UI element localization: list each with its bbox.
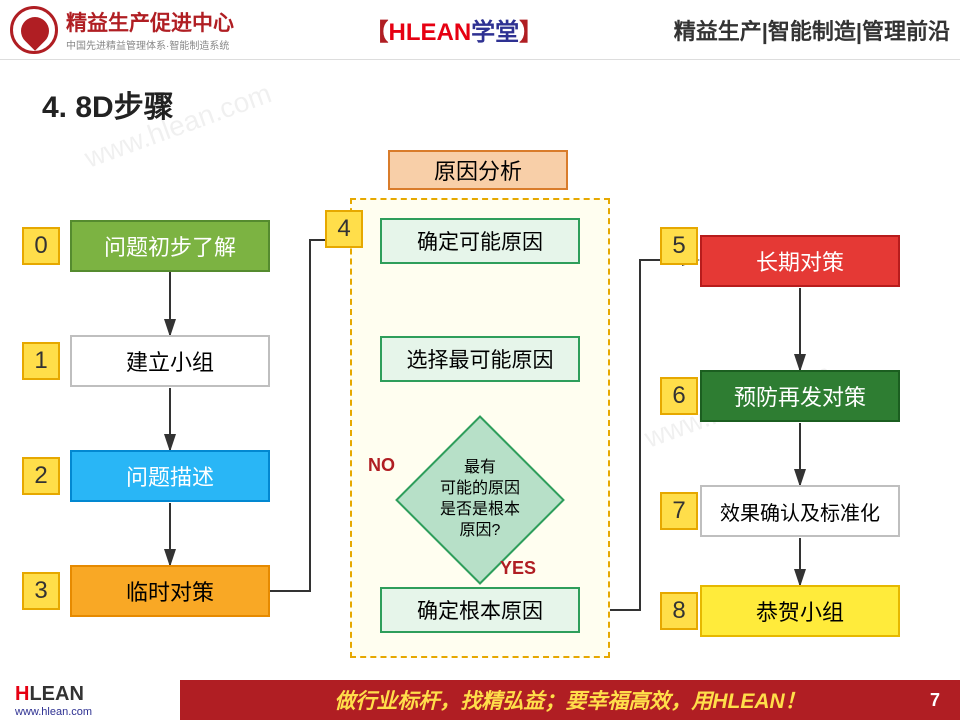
analysis-title: 原因分析	[388, 150, 568, 190]
flowchart: www.hlean.com www.hlean.com 0 问题初步了解 1 建…	[0, 140, 960, 670]
header: 精益生产促进中心 中国先进精益管理体系·智能制造系统 【HLEAN学堂】 精益生…	[0, 0, 960, 60]
header-center: 【HLEAN学堂】	[234, 12, 674, 47]
footer-logo-h: H	[15, 683, 29, 705]
logo-icon	[10, 6, 58, 54]
num-8: 8	[660, 592, 698, 630]
num-5: 5	[660, 227, 698, 265]
num-0: 0	[22, 227, 60, 265]
bracket-right: 】	[519, 19, 543, 46]
logo-text: 精益生产促进中心 中国先进精益管理体系·智能制造系统	[66, 7, 234, 52]
step-2: 问题描述	[70, 450, 270, 502]
header-right: 精益生产|智能制造|管理前沿	[674, 14, 950, 46]
step-6: 预防再发对策	[700, 370, 900, 422]
step-8: 恭贺小组	[700, 585, 900, 637]
num-6: 6	[660, 377, 698, 415]
xuetang-text: 学堂	[471, 19, 519, 46]
step-1: 建立小组	[70, 335, 270, 387]
step-4d: 确定根本原因	[380, 587, 580, 633]
num-7: 7	[660, 492, 698, 530]
step-7: 效果确认及标准化	[700, 485, 900, 537]
slide-title: 4. 8D步骤	[0, 60, 960, 126]
logo-title: 精益生产促进中心	[66, 7, 234, 37]
num-2: 2	[22, 457, 60, 495]
diamond-text: 最有可能的原因是否是根本原因?	[410, 440, 550, 560]
num-3: 3	[22, 572, 60, 610]
footer-logo: HLEAN	[15, 683, 180, 706]
page-number: 7	[930, 690, 940, 711]
hlean-text: HLEAN	[389, 19, 472, 46]
num-4: 4	[325, 210, 363, 248]
footer: HLEAN www.hlean.com 做行业标杆，找精弘益；要幸福高效，用HL…	[0, 680, 960, 720]
footer-url: www.hlean.com	[15, 706, 180, 718]
footer-left: HLEAN www.hlean.com	[0, 680, 180, 720]
logo-subtitle: 中国先进精益管理体系·智能制造系统	[66, 37, 234, 52]
step-0: 问题初步了解	[70, 220, 270, 272]
bracket-left: 【	[365, 19, 389, 46]
footer-slogan: 做行业标杆，找精弘益；要幸福高效，用HLEAN！	[334, 685, 805, 715]
footer-logo-lean: LEAN	[29, 683, 83, 705]
num-1: 1	[22, 342, 60, 380]
step-4b: 选择最可能原因	[380, 336, 580, 382]
footer-banner: 做行业标杆，找精弘益；要幸福高效，用HLEAN！ 7	[180, 680, 960, 720]
step-3: 临时对策	[70, 565, 270, 617]
step-5: 长期对策	[700, 235, 900, 287]
label-yes: YES	[500, 558, 536, 579]
step-4a: 确定可能原因	[380, 218, 580, 264]
label-no: NO	[368, 455, 395, 476]
decision-diamond: 最有可能的原因是否是根本原因?	[420, 440, 540, 560]
